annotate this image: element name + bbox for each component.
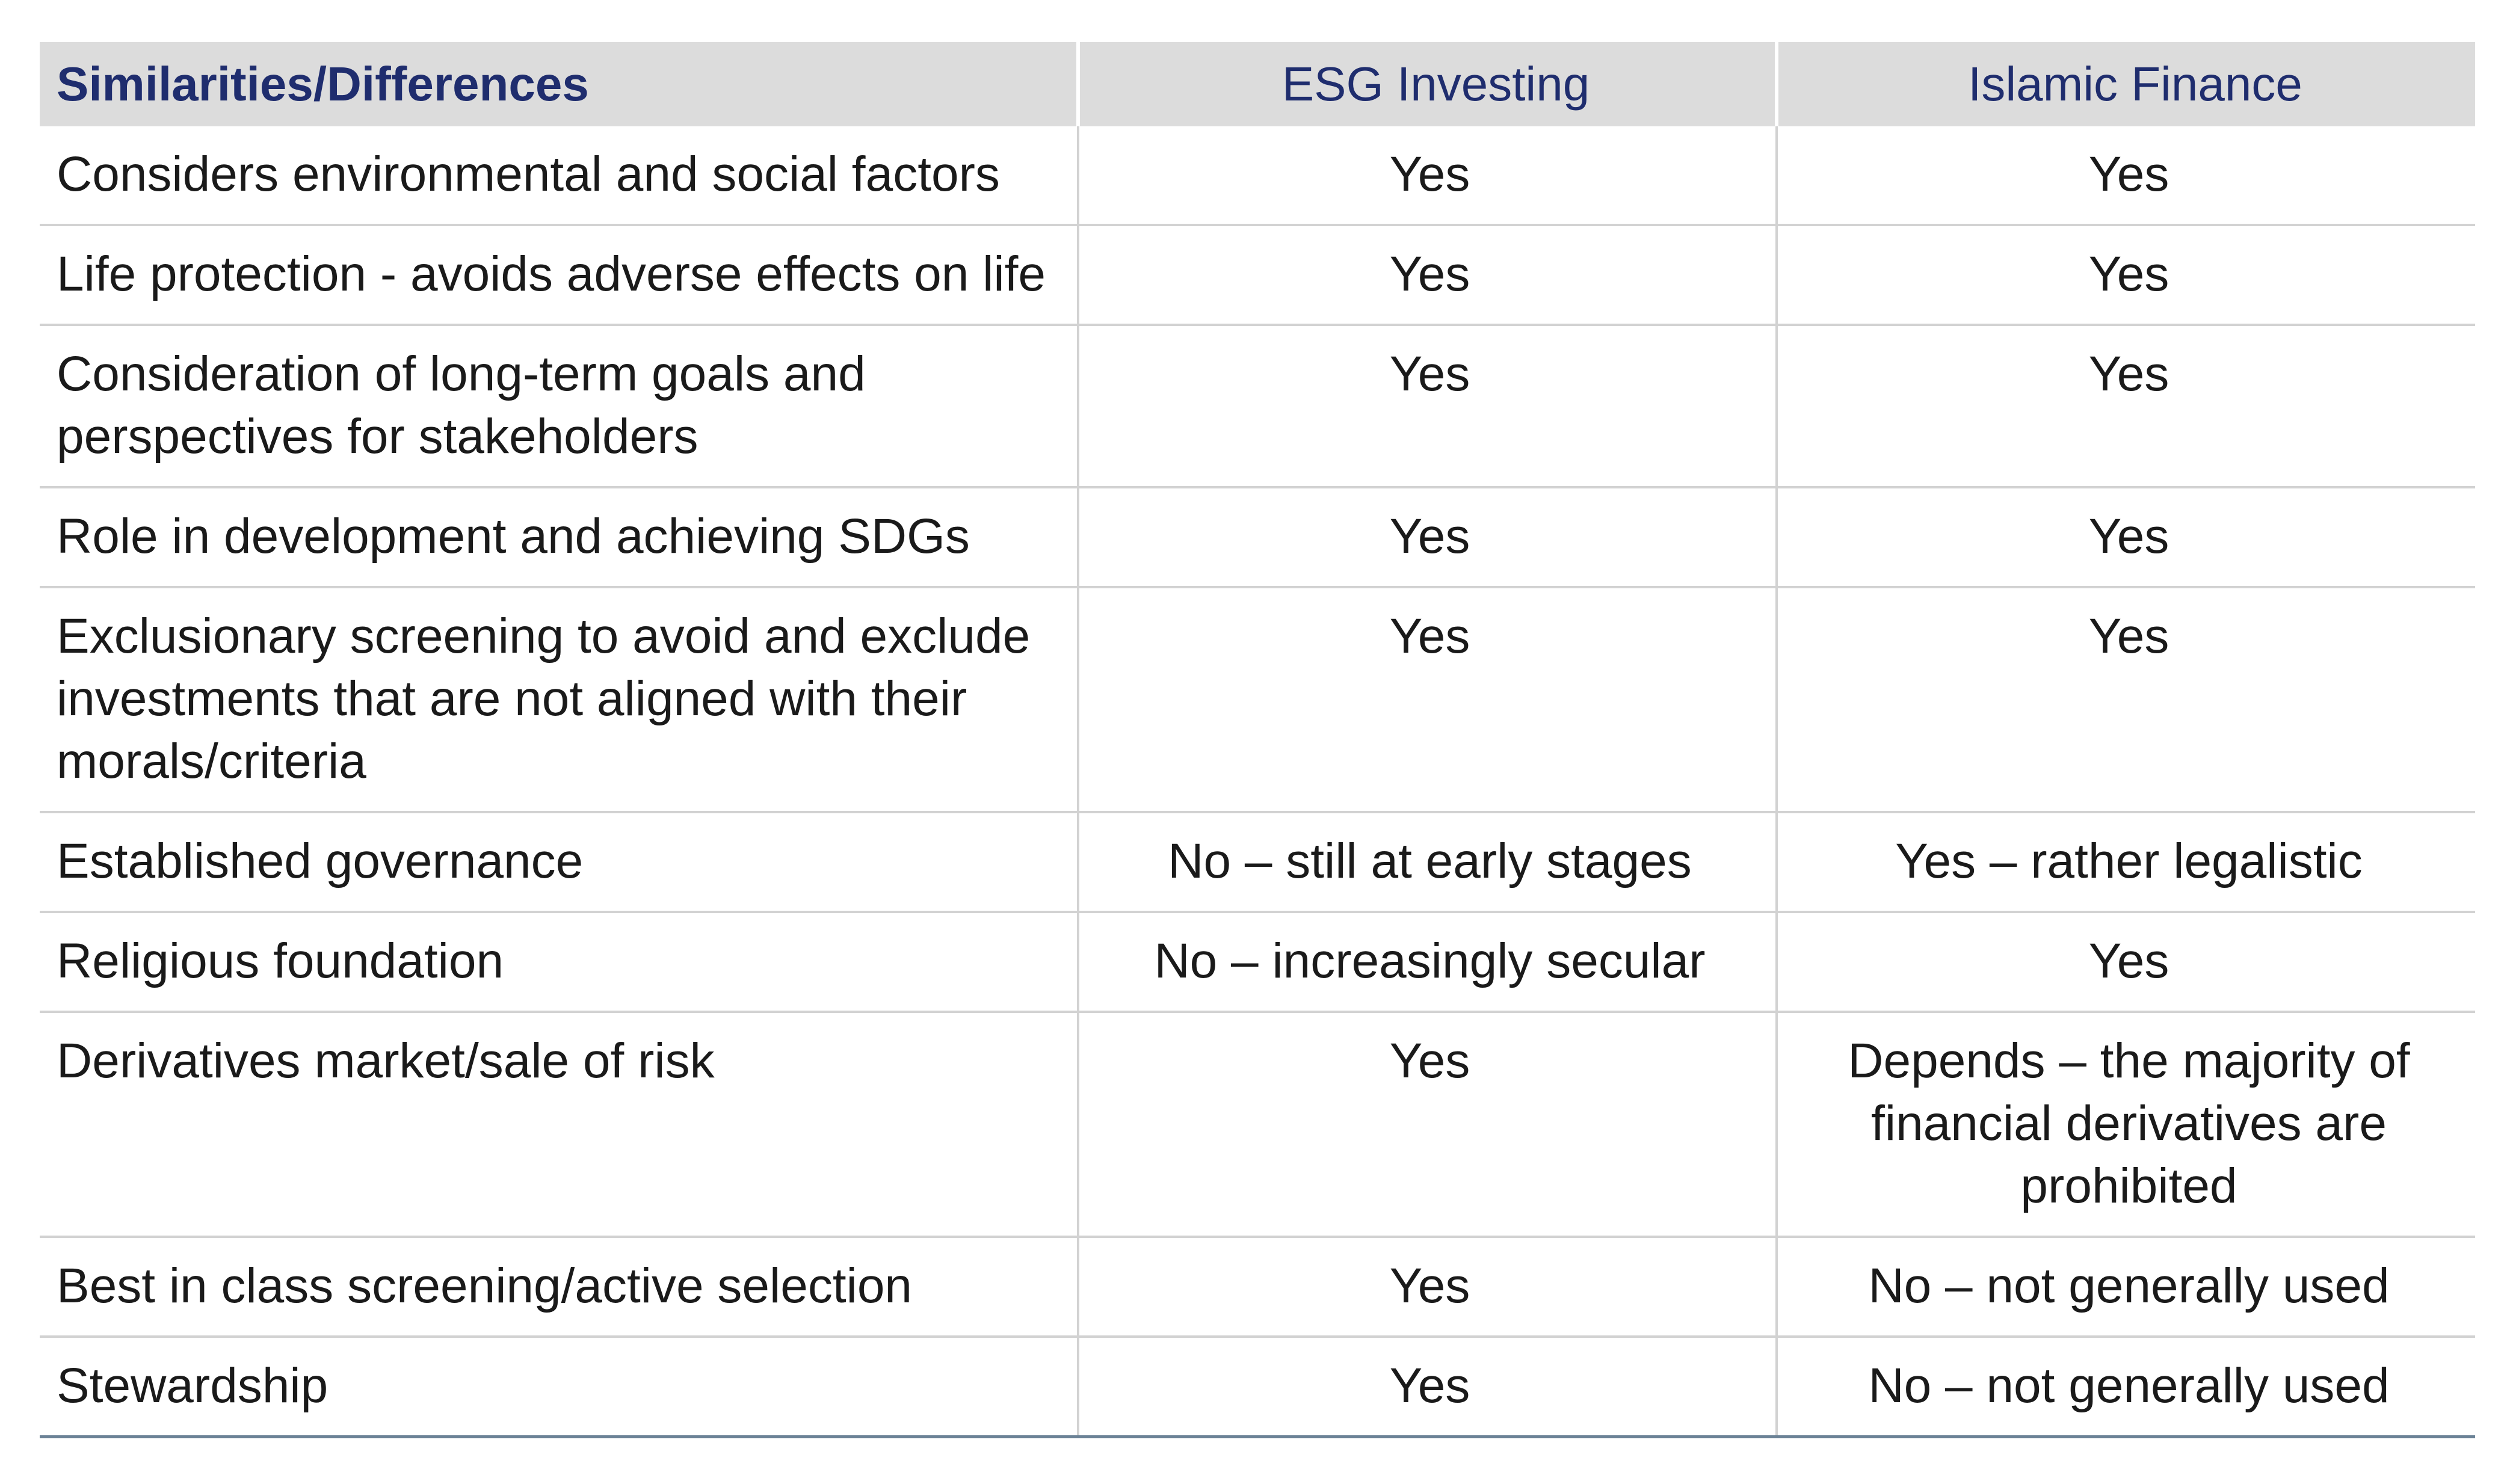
islamic-finance-value: Yes	[1775, 486, 2475, 587]
table-header: Similarities/Differences ESG Investing I…	[40, 42, 2475, 126]
table-row: Derivatives market/sale of risk Yes Depe…	[40, 1011, 2475, 1237]
row-label: Established governance	[40, 811, 1078, 912]
islamic-finance-value: No – not generally used	[1775, 1236, 2475, 1337]
esg-value: No – increasingly secular	[1077, 911, 1777, 1012]
esg-value: Yes	[1077, 1236, 1777, 1337]
row-label: Stewardship	[40, 1335, 1078, 1438]
esg-value: Yes	[1077, 1011, 1777, 1237]
header-similarities-differences: Similarities/Differences	[40, 42, 1078, 126]
table-row: Life protection - avoids adverse effects…	[40, 224, 2475, 325]
table-row: Stewardship Yes No – not generally used	[40, 1335, 2475, 1438]
row-label: Religious foundation	[40, 911, 1078, 1012]
header-esg-investing: ESG Investing	[1076, 42, 1777, 126]
table-row: Best in class screening/active selection…	[40, 1236, 2475, 1337]
row-label: Best in class screening/active selection	[40, 1236, 1078, 1337]
esg-value: Yes	[1077, 126, 1777, 225]
table-row: Role in development and achieving SDGs Y…	[40, 486, 2475, 587]
row-label: Role in development and achieving SDGs	[40, 486, 1078, 587]
row-label: Exclusionary screening to avoid and excl…	[40, 586, 1078, 812]
islamic-finance-value: Yes	[1775, 224, 2475, 325]
islamic-finance-value: Yes	[1775, 911, 2475, 1012]
table-body: Considers environmental and social facto…	[40, 126, 2475, 1438]
table-row: Religious foundation No – increasingly s…	[40, 911, 2475, 1012]
comparison-table: Similarities/Differences ESG Investing I…	[40, 42, 2475, 1438]
islamic-finance-value: No – not generally used	[1775, 1335, 2475, 1438]
row-label: Considers environmental and social facto…	[57, 147, 1000, 202]
esg-value: Yes	[1077, 1335, 1777, 1438]
table-row: Considers environmental and social facto…	[40, 126, 2475, 225]
comparison-table-container: Similarities/Differences ESG Investing I…	[40, 42, 2475, 1438]
esg-value: Yes	[1077, 586, 1777, 812]
row-label: Derivatives market/sale of risk	[40, 1011, 1078, 1237]
islamic-finance-value: Yes	[1775, 126, 2475, 225]
row-label: Consideration of long-term goals and per…	[40, 324, 1078, 487]
islamic-finance-value: Yes	[1775, 586, 2475, 812]
table-row: Consideration of long-term goals and per…	[40, 324, 2475, 487]
header-row: Similarities/Differences ESG Investing I…	[40, 42, 2475, 126]
esg-value: Yes	[1077, 486, 1777, 587]
esg-value: Yes	[1077, 324, 1777, 487]
row-label: Life protection - avoids adverse effects…	[40, 224, 1078, 325]
islamic-finance-value: Depends – the majority of financial deri…	[1775, 1011, 2475, 1237]
table-row: Exclusionary screening to avoid and excl…	[40, 586, 2475, 812]
esg-value: No – still at early stages	[1077, 811, 1777, 912]
table-row: Established governance No – still at ear…	[40, 811, 2475, 912]
islamic-finance-value: Yes	[1775, 324, 2475, 487]
header-islamic-finance: Islamic Finance	[1775, 42, 2475, 126]
islamic-finance-value: Yes – rather legalistic	[1775, 811, 2475, 912]
esg-value: Yes	[1077, 224, 1777, 325]
